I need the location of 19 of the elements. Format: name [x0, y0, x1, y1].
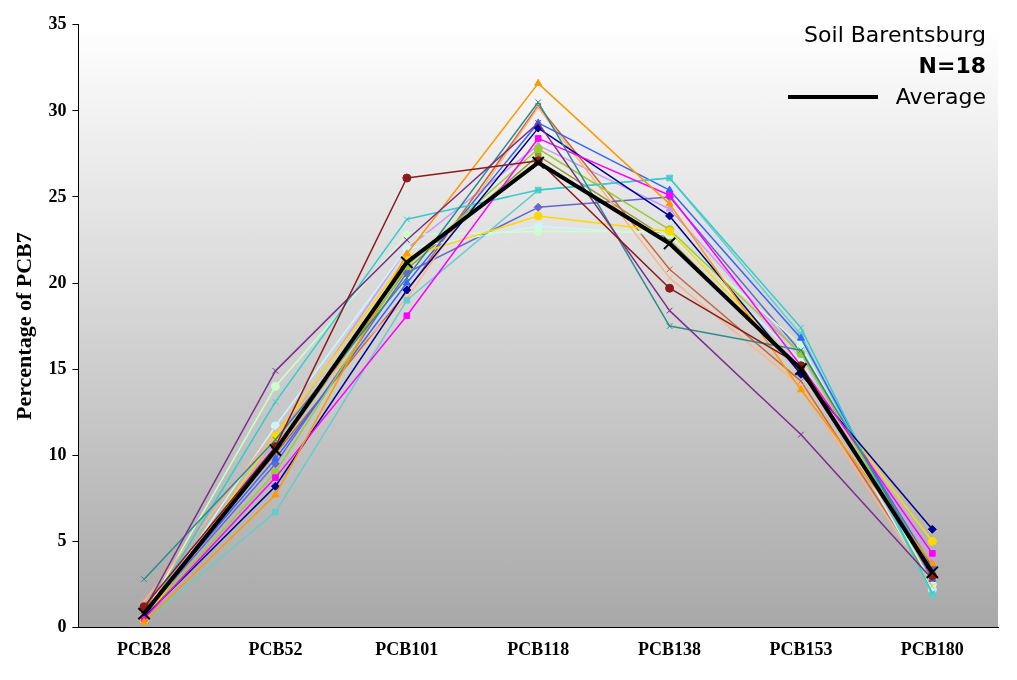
x-tick-label: PCB118	[507, 638, 570, 659]
y-tick-label: 25	[48, 185, 67, 206]
y-tick-label: 35	[48, 13, 67, 34]
x-tick-label: PCB52	[248, 638, 303, 659]
y-tick-label: 20	[48, 271, 67, 292]
y-tick-label: 5	[57, 529, 67, 550]
y-tick-label: 15	[48, 357, 67, 378]
x-tick-label: PCB28	[117, 638, 172, 659]
annotation: N=18	[917, 53, 986, 78]
y-tick-label: 0	[57, 616, 67, 637]
x-tick-label: PCB180	[900, 638, 964, 659]
x-tick-label: PCB138	[638, 638, 702, 659]
y-axis-title: Percentage of PCB7	[10, 232, 36, 420]
x-tick-label: PCB101	[375, 638, 439, 659]
x-tick-label: PCB153	[769, 638, 833, 659]
legend-label: Average	[895, 84, 986, 109]
y-tick-label: 30	[48, 99, 67, 120]
y-tick-label: 10	[48, 443, 67, 464]
annotation: Soil Barentsburg	[803, 22, 986, 47]
